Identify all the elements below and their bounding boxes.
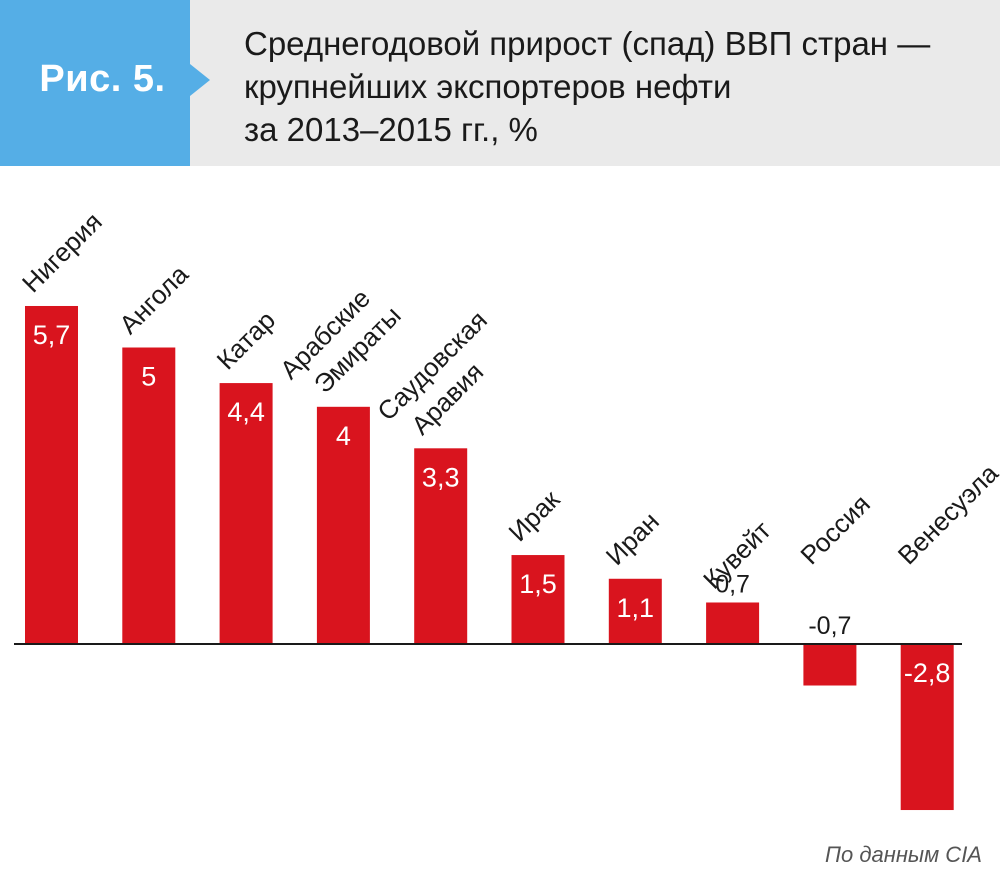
- bar: [608, 578, 662, 644]
- category-label-line: Нигерия: [16, 206, 108, 298]
- category-label: Катар: [211, 305, 281, 375]
- category-label-line: Иран: [600, 506, 665, 571]
- category-label: Иран: [600, 506, 665, 571]
- bar: [900, 644, 954, 811]
- category-label: Венесуэла: [892, 458, 1000, 571]
- source-note: По данным CIA: [825, 842, 982, 867]
- data-label: 1,5: [519, 569, 557, 599]
- bar-chart: 5,7Нигерия5Ангола4,4Катар4АрабскиеЭмират…: [14, 206, 1000, 811]
- category-label-line: Венесуэла: [892, 458, 1000, 571]
- bar: [511, 555, 565, 644]
- data-label: 3,3: [422, 462, 460, 492]
- category-label-line: Катар: [211, 305, 281, 375]
- data-label: -0,7: [808, 612, 851, 640]
- category-label: Россия: [794, 489, 876, 571]
- category-label-line: Ангола: [113, 259, 194, 340]
- data-label: 1,1: [617, 593, 655, 623]
- data-label: -2,8: [904, 658, 951, 688]
- title-line-3: за 2013–2015 гг., %: [244, 111, 538, 148]
- category-label-line: Ирак: [503, 484, 566, 547]
- data-label: 4,4: [227, 397, 265, 427]
- badge-shape: [0, 0, 210, 166]
- bar: [122, 347, 176, 644]
- data-label: 5,7: [33, 320, 71, 350]
- bar: [25, 305, 78, 644]
- category-label-line: Россия: [794, 489, 876, 571]
- category-label: Ирак: [503, 484, 566, 547]
- data-label: 0,7: [715, 570, 750, 598]
- bar: [316, 406, 370, 644]
- category-label: Нигерия: [16, 206, 108, 298]
- bar: [414, 448, 468, 644]
- figure-label: Рис. 5.: [39, 58, 166, 100]
- chart-title: Среднегодовой прирост (спад) ВВП стран —…: [244, 22, 984, 151]
- header: Рис. 5. Среднегодовой прирост (спад) ВВП…: [0, 0, 1000, 166]
- category-label: Ангола: [113, 259, 194, 340]
- badge-arrow: [0, 0, 210, 166]
- data-label: 4: [336, 421, 351, 451]
- title-line-2: крупнейших экспортеров нефти: [244, 68, 732, 105]
- bar: [706, 602, 760, 644]
- data-label: 5: [141, 362, 156, 392]
- figure-label-badge: Рис. 5.: [0, 0, 215, 166]
- title-line-1: Среднегодовой прирост (спад) ВВП стран —: [244, 25, 931, 62]
- bar: [219, 383, 273, 644]
- bar: [803, 644, 857, 686]
